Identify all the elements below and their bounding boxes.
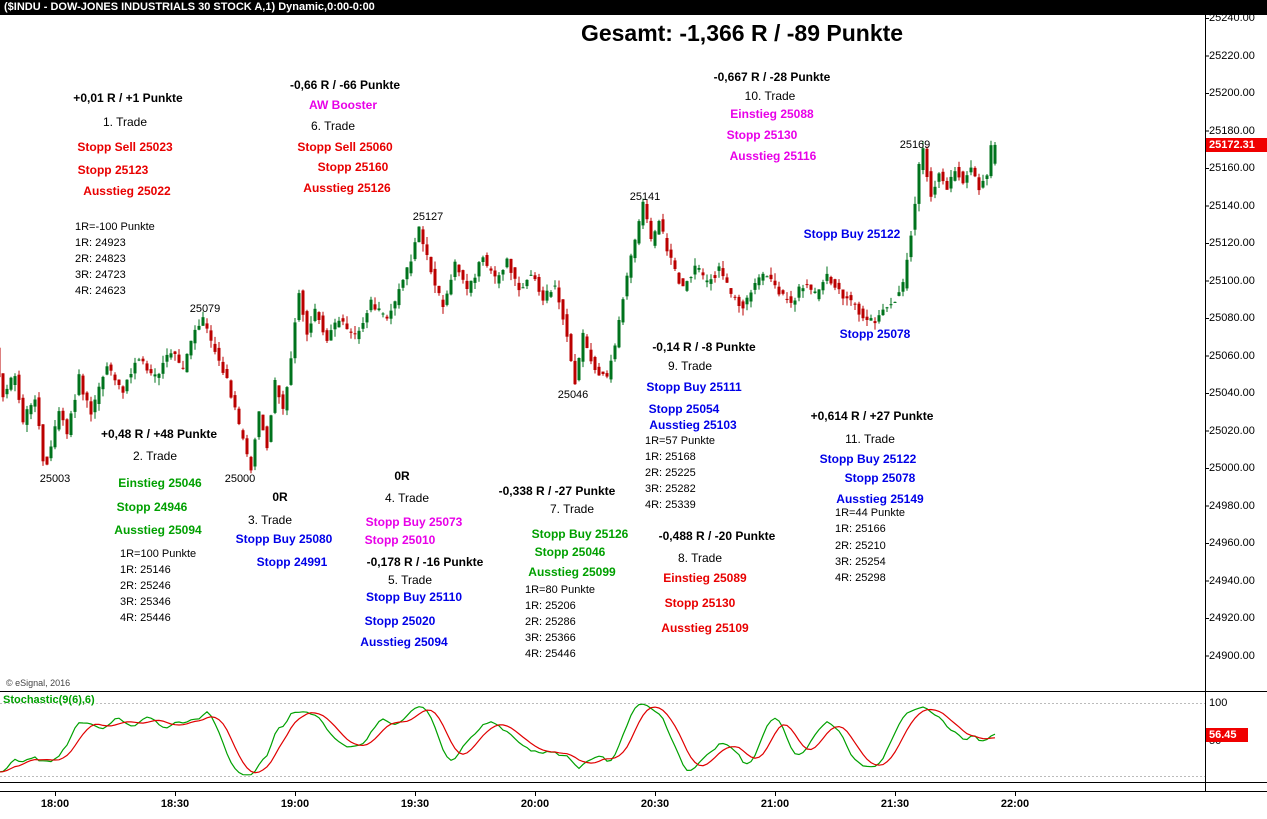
price-axis-label: 24900.00 (1209, 649, 1255, 662)
window-title-bar[interactable]: ($INDU - DOW-JONES INDUSTRIALS 30 STOCK … (0, 0, 1267, 15)
time-axis[interactable]: 18:00 18:30 19:00 19:30 20:00 20:30 21:00 21:30… (0, 797, 1210, 813)
time-axis-label: 20:30 (640, 798, 670, 810)
price-axis-label: 25000.00 (1209, 462, 1255, 474)
time-axis-label: 21:00 (760, 798, 790, 810)
time-axis-label: 18:30 (160, 798, 190, 810)
price-axis-label: 25160.00 (1209, 162, 1255, 174)
time-axis-label: 22:00 (1000, 798, 1030, 810)
summary-title: Gesamt: -1,366 R / -89 Punkte (580, 20, 904, 46)
price-axis-label: 25020.00 (1209, 424, 1255, 437)
price-axis-label: 25180.00 (1209, 124, 1255, 137)
price-axis[interactable]: 25240.00 25220.00 25200.00 25180.00 25160.00… (1209, 0, 1267, 692)
price-axis-label: 25240.00 (1209, 12, 1255, 24)
price-axis-label: 25060.00 (1209, 349, 1255, 362)
time-axis-label: 19:30 (400, 798, 430, 810)
stoch-axis-label-100: 100 (1209, 697, 1228, 709)
price-axis-label: 25100.00 (1209, 274, 1255, 287)
price-axis-label: 24920.00 (1209, 612, 1255, 624)
price-axis-label: 25080.00 (1209, 312, 1255, 324)
price-axis-label: 25140.00 (1209, 199, 1255, 212)
price-axis-label: 25220.00 (1209, 49, 1255, 62)
last-price-badge: 25172.31 (1206, 137, 1267, 152)
price-axis-label: 24980.00 (1209, 499, 1255, 512)
price-axis-label: 25040.00 (1209, 387, 1255, 399)
price-axis-label: 24940.00 (1209, 574, 1255, 587)
price-axis-label: 25200.00 (1209, 87, 1255, 99)
time-axis-label: 19:00 (280, 798, 310, 810)
time-axis-label: 18:00 (40, 798, 70, 810)
stochastic-value-badge: 56.45 (1206, 727, 1248, 742)
time-axis-label: 21:30 (880, 798, 910, 810)
copyright-notice: © eSignal, 2016 (6, 678, 71, 688)
time-axis-label: 20:00 (520, 798, 550, 810)
window-title: ($INDU - DOW-JONES INDUSTRIALS 30 STOCK … (4, 1, 375, 13)
price-axis-label: 25120.00 (1209, 237, 1255, 249)
stochastic-indicator-label[interactable]: Stochastic(9(6),6) (3, 694, 95, 706)
price-axis-label: 24960.00 (1209, 537, 1255, 549)
